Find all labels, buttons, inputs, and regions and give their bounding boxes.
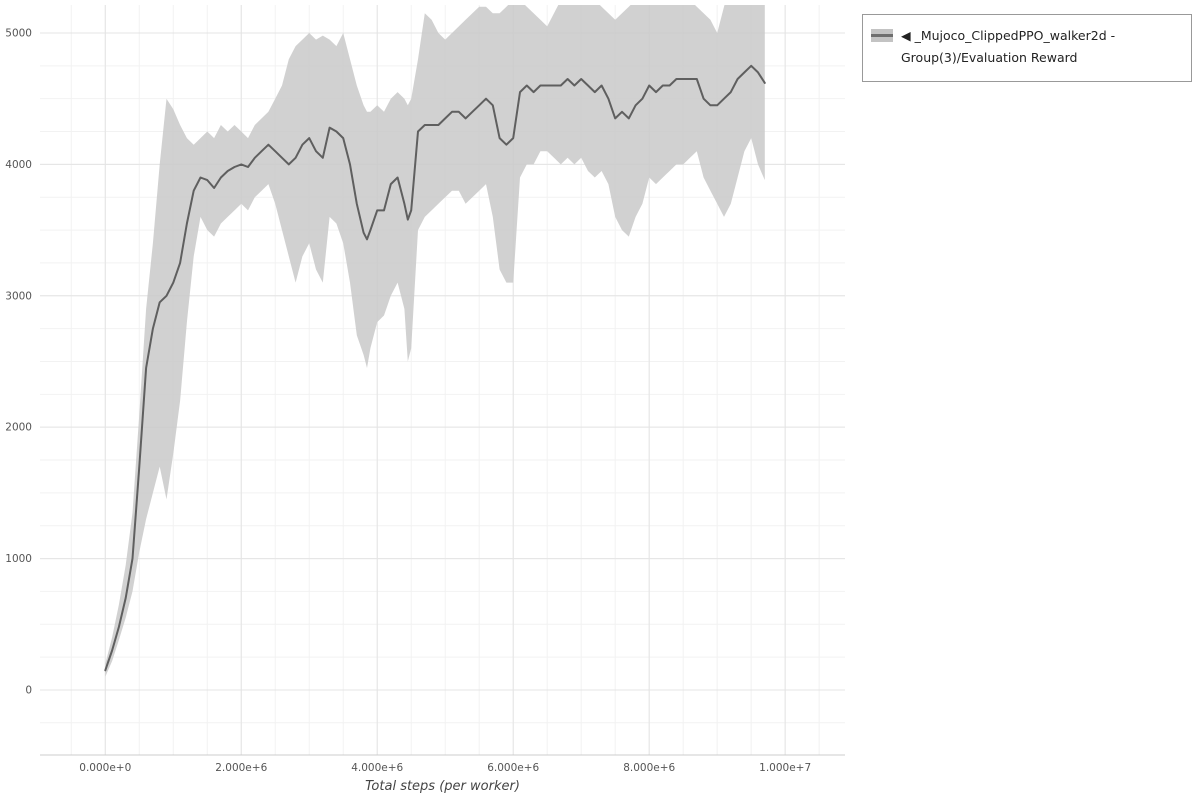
- x-tick-label: 6.000e+6: [487, 762, 539, 774]
- mean-line: [104, 64, 766, 672]
- legend-line-swatch: [871, 34, 893, 37]
- y-tick-label: 2000: [5, 422, 32, 434]
- x-tick-label: 1.000e+7: [759, 762, 811, 774]
- std-band: [105, 5, 765, 677]
- x-tick-label: 8.000e+6: [623, 762, 675, 774]
- y-tick-label: 5000: [5, 27, 32, 39]
- legend[interactable]: ◀ _Mujoco_ClippedPPO_walker2d - Group(3)…: [862, 14, 1192, 82]
- y-tick-labels: 0 1000 2000 3000 4000 5000: [5, 27, 32, 696]
- x-tick-label: 4.000e+6: [351, 762, 403, 774]
- x-axis-title: Total steps (per worker): [365, 779, 520, 794]
- y-tick-label: 0: [25, 684, 32, 696]
- legend-band-swatch: [871, 29, 893, 42]
- x-tick-label: 0.000e+0: [79, 762, 131, 774]
- x-tick-label: 2.000e+6: [215, 762, 267, 774]
- y-tick-label: 3000: [5, 290, 32, 302]
- x-tick-labels: 0.000e+0 2.000e+6 4.000e+6 6.000e+6 8.000e+6…: [79, 762, 811, 774]
- legend-series-label: ◀ _Mujoco_ClippedPPO_walker2d - Group(3)…: [901, 28, 1116, 65]
- y-tick-label: 1000: [5, 553, 32, 565]
- y-tick-label: 4000: [5, 159, 32, 171]
